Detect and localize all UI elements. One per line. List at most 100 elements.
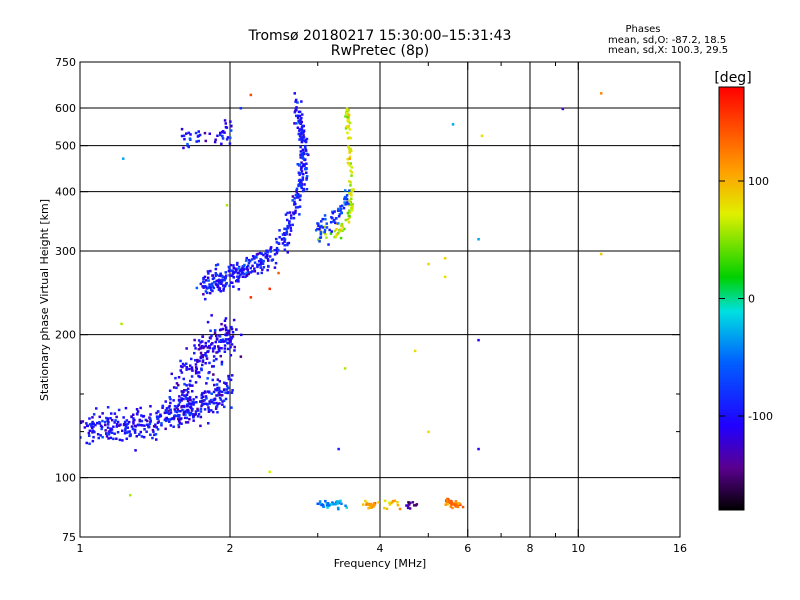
echo-point: [215, 394, 218, 397]
echo-point: [126, 426, 129, 429]
echo-point: [334, 503, 337, 506]
echo-point: [200, 367, 203, 371]
echo-point: [275, 248, 278, 252]
echo-point: [299, 118, 302, 122]
echo-point: [214, 283, 218, 286]
echo-point: [257, 260, 261, 263]
echo-point: [117, 408, 121, 412]
echo-point: [450, 500, 453, 504]
echo-point: [186, 390, 190, 394]
echo-point: [318, 500, 322, 503]
echo-point: [168, 389, 172, 392]
echo-point: [166, 418, 170, 421]
echo-point: [244, 259, 248, 262]
echo-point: [267, 259, 270, 262]
echo-point: [221, 275, 224, 278]
echo-point: [149, 419, 152, 423]
echo-point: [121, 429, 124, 432]
echo-point: [231, 269, 234, 272]
echo-point: [224, 125, 228, 129]
echo-point: [332, 220, 335, 223]
echo-point: [220, 282, 223, 285]
echo-point: [193, 413, 197, 416]
echo-point: [210, 400, 214, 404]
echo-point: [190, 406, 193, 410]
echo-point: [192, 419, 195, 422]
echo-point: [344, 127, 348, 130]
echo-point: [249, 266, 252, 270]
echo-point: [149, 433, 152, 436]
echo-point: [243, 263, 246, 267]
echo-point: [187, 131, 191, 135]
echo-point: [260, 252, 264, 256]
echo-point: [96, 421, 99, 425]
echo-point: [193, 338, 196, 342]
echo-point: [179, 365, 183, 368]
echo-point: [185, 362, 188, 365]
echo-point: [201, 395, 205, 398]
echo-point: [454, 501, 457, 504]
echo-point: [323, 214, 327, 217]
echo-point: [253, 270, 257, 273]
echo-point: [314, 229, 318, 232]
echo-point: [212, 398, 216, 401]
echo-point: [298, 198, 302, 202]
echo-point: [365, 501, 369, 505]
echo-point: [325, 502, 328, 505]
echo-point: [124, 406, 128, 410]
echo-point: [209, 329, 212, 332]
echo-point: [299, 150, 303, 153]
echo-point: [229, 338, 232, 341]
echo-point: [317, 238, 320, 241]
echo-point: [303, 158, 306, 162]
echo-point: [197, 139, 200, 143]
echo-point: [184, 413, 187, 416]
echo-point: [221, 134, 224, 138]
echo-point: [199, 351, 203, 355]
echo-point: [195, 286, 199, 290]
echo-point: [264, 252, 267, 255]
echo-point: [203, 281, 206, 284]
echo-point: [183, 416, 187, 420]
echo-point: [236, 261, 239, 265]
echo-point: [103, 420, 107, 424]
echo-point: [214, 407, 218, 410]
echo-point: [231, 374, 234, 377]
echo-point: [247, 261, 251, 265]
echo-point: [294, 209, 297, 213]
echo-point: [224, 397, 228, 401]
echo-point: [301, 138, 304, 142]
echo-point: [200, 354, 203, 357]
echo-point: [106, 417, 110, 420]
echo-point: [233, 349, 236, 352]
echo-point: [350, 174, 353, 177]
x-tick-label: 16: [673, 542, 687, 555]
echo-point: [109, 428, 112, 432]
echo-point: [339, 207, 343, 211]
echo-point: [240, 333, 243, 337]
echo-point: [261, 268, 264, 271]
echo-point: [350, 149, 353, 153]
echo-point: [349, 147, 352, 151]
echo-point: [220, 360, 224, 364]
y-tick-label: 400: [55, 186, 76, 199]
echo-point: [298, 128, 302, 131]
echo-point: [236, 275, 239, 278]
echo-point: [388, 503, 392, 506]
echo-point: [135, 408, 139, 411]
echo-point: [335, 233, 338, 236]
echo-point: [189, 412, 192, 416]
echo-point: [218, 402, 221, 405]
echo-point: [112, 437, 115, 441]
echo-point: [230, 406, 233, 409]
echo-point: [218, 393, 222, 396]
echo-point: [286, 243, 289, 247]
echo-point: [327, 243, 330, 246]
echo-point: [110, 428, 114, 431]
echo-point: [340, 502, 343, 505]
echo-point: [297, 119, 300, 123]
echo-point: [217, 288, 221, 291]
echo-point: [224, 340, 227, 343]
y-tick-label: 750: [55, 56, 76, 69]
echo-point: [203, 131, 207, 135]
